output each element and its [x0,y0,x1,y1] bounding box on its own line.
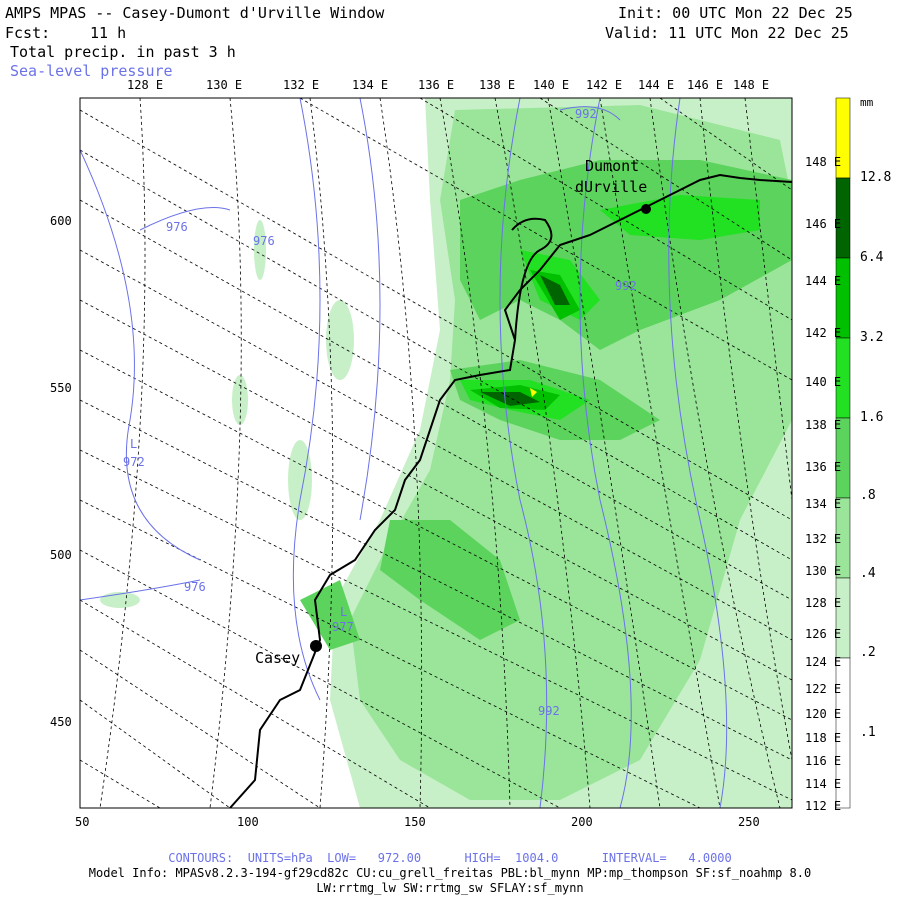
right-axis-label: 114 E [805,777,842,791]
place-label-casey: Casey [255,649,301,667]
colorbar-swatch-0.1 [835,657,851,809]
model-info-line1: Model Info: MPASv8.2.3-194-gf29cd82c CU:… [88,866,812,880]
low-marker: L [130,437,138,451]
colorbar-label: 3.2 [860,330,884,345]
colorbar-label: .1 [860,725,876,740]
right-axis-label: 122 E [805,682,842,696]
right-axis-label: 146 E [805,217,842,231]
colorbar-label: 12.8 [860,170,892,185]
isobar-label: 992 [538,704,560,718]
left-axis-label: 500 [50,548,72,562]
isobar-label: 976 [184,580,206,594]
right-axis-label: 142 E [805,326,842,340]
isobar-label: 977 [332,620,354,634]
bottom-axis-label: 150 [404,815,426,829]
isobar-label: 992 [615,279,637,293]
bottom-axis-label: 200 [571,815,593,829]
top-axis-label: 138 E [479,78,516,92]
colorbar-label: 1.6 [860,410,884,425]
colorbar-label: .4 [860,566,876,581]
right-axis-label: 132 E [805,532,842,546]
right-axis-label: 116 E [805,754,842,768]
bottom-axis-label: 50 [75,815,90,829]
top-axis-label: 132 E [283,78,320,92]
top-axis-label: 142 E [586,78,623,92]
colorbar-label: .8 [860,488,876,503]
model-info-line2: LW:rrtmg_lw SW:rrtmg_sw SFLAY:sf_mynn [316,881,584,895]
isobar-label: 972 [123,455,145,469]
low-marker: L [340,605,348,619]
station-marker-dumont [641,204,651,214]
bottom-axis-label: 100 [237,815,259,829]
top-axis-label: 146 E [687,78,724,92]
right-axis-label: 140 E [805,375,842,389]
init-time: Init: 00 UTC Mon 22 Dec 25 [618,4,853,22]
isobar-label: 976 [166,220,188,234]
top-axis-label: 140 E [533,78,570,92]
right-axis-label: 148 E [805,155,842,169]
right-axis-label: 112 E [805,799,842,813]
place-label-dumont: Dumont [585,157,640,175]
contours-info: CONTOURS: UNITS=hPa LOW= 972.00 HIGH= 10… [168,851,732,865]
forecast-hours: 11 h [90,24,127,42]
right-axis-label: 136 E [805,460,842,474]
forecast-label: Fcst: [5,24,51,42]
right-axis-label: 128 E [805,596,842,610]
top-axis-label: 128 E [127,78,164,92]
colorbar [835,97,851,809]
right-axis-label: 138 E [805,418,842,432]
map-frame [79,97,793,809]
map-title: AMPS MPAS -- Casey-Dumont d'Urville Wind… [5,4,385,22]
isobars [80,98,728,808]
colorbar-unit: mm [860,96,874,109]
right-axis-label: 130 E [805,564,842,578]
colorbar-label: 6.4 [860,250,884,265]
left-axis-label: 600 [50,214,72,228]
field-name: Total precip. in past 3 h [10,43,236,61]
top-axis-label: 144 E [638,78,675,92]
right-axis-label: 124 E [805,655,842,669]
colorbar-label: .2 [860,645,876,660]
isobar-label: 992 [575,107,597,121]
valid-time: Valid: 11 UTC Mon 22 Dec 25 [605,24,849,42]
left-axis-label: 450 [50,715,72,729]
colorbar-swatch-0.2 [835,577,851,659]
lat-lon-grid [80,98,792,808]
coastline [229,173,792,808]
right-axis-label: 126 E [805,627,842,641]
left-axis-label: 550 [50,381,72,395]
bottom-axis-label: 250 [738,815,760,829]
top-axis-label: 148 E [733,78,770,92]
precip-field [100,98,792,808]
top-axis-label: 130 E [206,78,243,92]
right-axis-label: 144 E [805,274,842,288]
right-axis-label: 134 E [805,497,842,511]
right-axis-label: 120 E [805,707,842,721]
overlay-name: Sea-level pressure [10,62,173,80]
isobar-label: 976 [253,234,275,248]
station-marker-casey [310,640,322,652]
top-axis-label: 136 E [418,78,455,92]
top-axis-label: 134 E [352,78,389,92]
right-axis-label: 118 E [805,731,842,745]
place-label-durville: dUrville [575,178,648,196]
